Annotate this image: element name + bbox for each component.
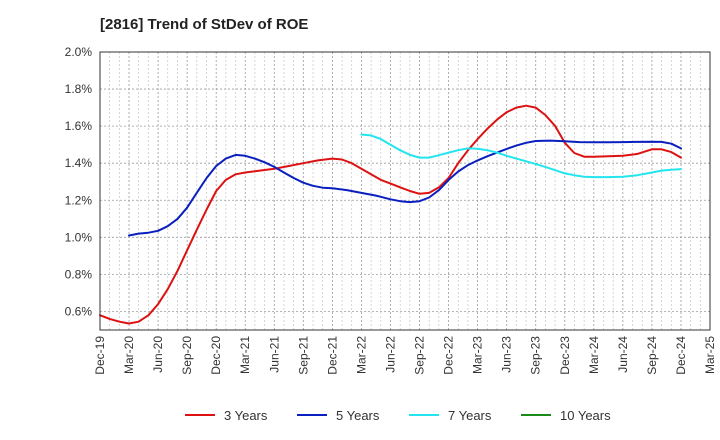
grid-lines <box>100 52 710 330</box>
series-line-1 <box>99 104 682 325</box>
x-tick-label: Dec-19 <box>93 336 107 375</box>
x-tick-label: Mar-20 <box>122 336 136 374</box>
x-tick-label: Mar-23 <box>471 336 485 374</box>
x-tick-label: Dec-20 <box>209 336 223 375</box>
y-tick-labels: 0.6% 0.8% 1.0% 1.2% 1.4% 1.6% 1.8% 2.0% <box>65 45 93 318</box>
x-tick-label: Jun-22 <box>383 336 397 373</box>
x-tick-label: Mar-25 <box>703 336 717 374</box>
x-tick-label: Sep-21 <box>296 336 310 375</box>
y-tick-label: 1.4% <box>65 156 93 170</box>
y-tick-label: 1.2% <box>65 193 93 207</box>
x-tick-label: Jun-24 <box>616 336 630 373</box>
chart-title: [2816] Trend of StDev of ROE <box>100 16 309 33</box>
series-line-3 <box>360 133 682 179</box>
x-tick-label: Dec-22 <box>442 336 456 375</box>
legend-label-3: 7 Years <box>448 408 492 423</box>
x-tick-label: Mar-21 <box>238 336 252 374</box>
x-tick-label: Mar-22 <box>354 336 368 374</box>
x-tick-label: Jun-23 <box>500 336 514 373</box>
legend-label-2: 5 Years <box>336 408 380 423</box>
x-tick-labels: Dec-19 Mar-20 Jun-20 Sep-20 Dec-20 Mar-21 Jun-… <box>93 336 717 375</box>
x-tick-label: Mar-24 <box>587 336 601 374</box>
y-tick-label: 0.8% <box>65 267 93 281</box>
x-tick-label: Jun-21 <box>267 336 281 373</box>
x-tick-label: Dec-21 <box>325 336 339 375</box>
y-tick-label: 2.0% <box>65 45 93 59</box>
legend-label-1: 3 Years <box>224 408 268 423</box>
x-tick-label: Sep-22 <box>413 336 427 375</box>
series-line-2 <box>128 139 682 237</box>
series-lines <box>99 104 682 325</box>
x-tick-label: Dec-24 <box>674 336 688 375</box>
plot-frame <box>99 51 711 331</box>
legend-label-4: 10 Years <box>560 408 611 423</box>
plot-area <box>100 52 710 330</box>
x-tick-label: Sep-23 <box>529 336 543 375</box>
y-tick-label: 1.6% <box>65 119 93 133</box>
x-tick-label: Sep-20 <box>180 336 194 375</box>
y-tick-label: 0.6% <box>65 304 93 318</box>
x-tick-label: Sep-24 <box>645 336 659 375</box>
y-tick-label: 1.0% <box>65 230 93 244</box>
x-tick-label: Jun-20 <box>151 336 165 373</box>
y-tick-label: 1.8% <box>65 82 93 96</box>
x-tick-label: Dec-23 <box>558 336 572 375</box>
legend: 3 Years 5 Years 7 Years 10 Years <box>185 408 611 423</box>
